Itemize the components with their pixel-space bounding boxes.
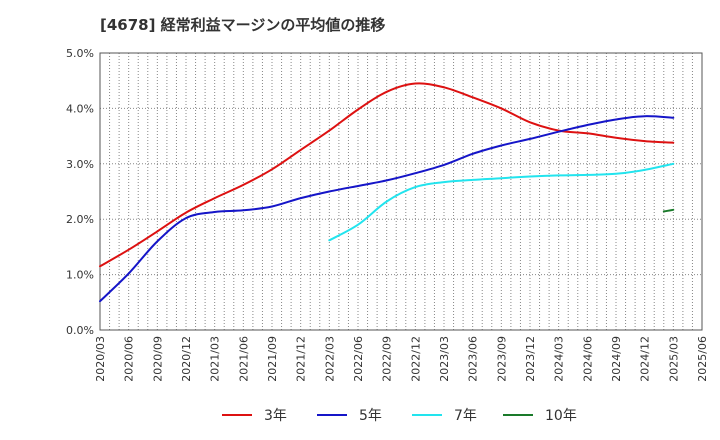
plot-frame [99, 52, 703, 331]
y-tick-label: 2.0% [66, 213, 94, 226]
legend-label: 7年 [454, 408, 477, 424]
x-tick-label: 2023/12 [524, 336, 537, 382]
series-lines [99, 82, 675, 303]
x-tick-label: 2025/06 [696, 336, 709, 382]
x-tick-label: 2022/06 [352, 336, 365, 382]
x-tick-label: 2020/09 [151, 336, 164, 382]
y-tick-label: 5.0% [66, 47, 94, 60]
legend-label: 5年 [359, 408, 382, 424]
y-tick-label: 3.0% [66, 158, 94, 171]
x-tick-label: 2023/03 [438, 336, 451, 382]
x-tick-label: 2024/09 [610, 336, 623, 382]
x-tick-label: 2023/06 [467, 336, 480, 382]
x-tick-label: 2024/03 [553, 336, 566, 382]
series-line-3 [328, 162, 675, 242]
axes [99, 52, 703, 331]
x-tick-labels: 2020/03 2020/06 2020/09 2020/12 2021/03 2021/… [94, 336, 709, 382]
y-tick-labels: 0.0% 1.0% 2.0% 3.0% 4.0% 5.0% [66, 47, 94, 337]
chart-title: [4678] 経常利益マージンの平均値の推移 [100, 16, 386, 34]
y-tick-label: 4.0% [66, 102, 94, 115]
series-line-4 [662, 208, 675, 213]
x-tick-label: 2022/12 [409, 336, 422, 382]
x-tick-label: 2022/03 [323, 336, 336, 382]
series-line-2 [99, 115, 675, 303]
x-tick-label: 2021/12 [295, 336, 308, 382]
x-tick-label: 2024/06 [581, 336, 594, 382]
x-tick-label: 2020/06 [123, 336, 136, 382]
x-tick-label: 2021/03 [209, 336, 222, 382]
x-tick-label: 2025/03 [667, 336, 680, 382]
x-tick-label: 2021/06 [237, 336, 250, 382]
legend-item: 7年 [412, 408, 477, 424]
legend-item: 5年 [317, 408, 382, 424]
x-tick-label: 2020/12 [180, 336, 193, 382]
x-tick-label: 2021/09 [266, 336, 279, 382]
y-tick-label: 0.0% [66, 324, 94, 337]
y-tick-label: 1.0% [66, 269, 94, 282]
legend-label: 10年 [545, 408, 577, 424]
legend-item: 3年 [222, 408, 287, 424]
legend-label: 3年 [264, 408, 287, 424]
legend-item: 10年 [503, 408, 577, 424]
series-line-1 [99, 82, 675, 268]
x-tick-label: 2020/03 [94, 336, 107, 382]
x-tick-label: 2024/12 [639, 336, 652, 382]
x-tick-label: 2022/09 [381, 336, 394, 382]
x-tick-label: 2023/09 [495, 336, 508, 382]
grid [99, 52, 703, 331]
legend: 3年 5年 7年 10年 [222, 408, 577, 424]
